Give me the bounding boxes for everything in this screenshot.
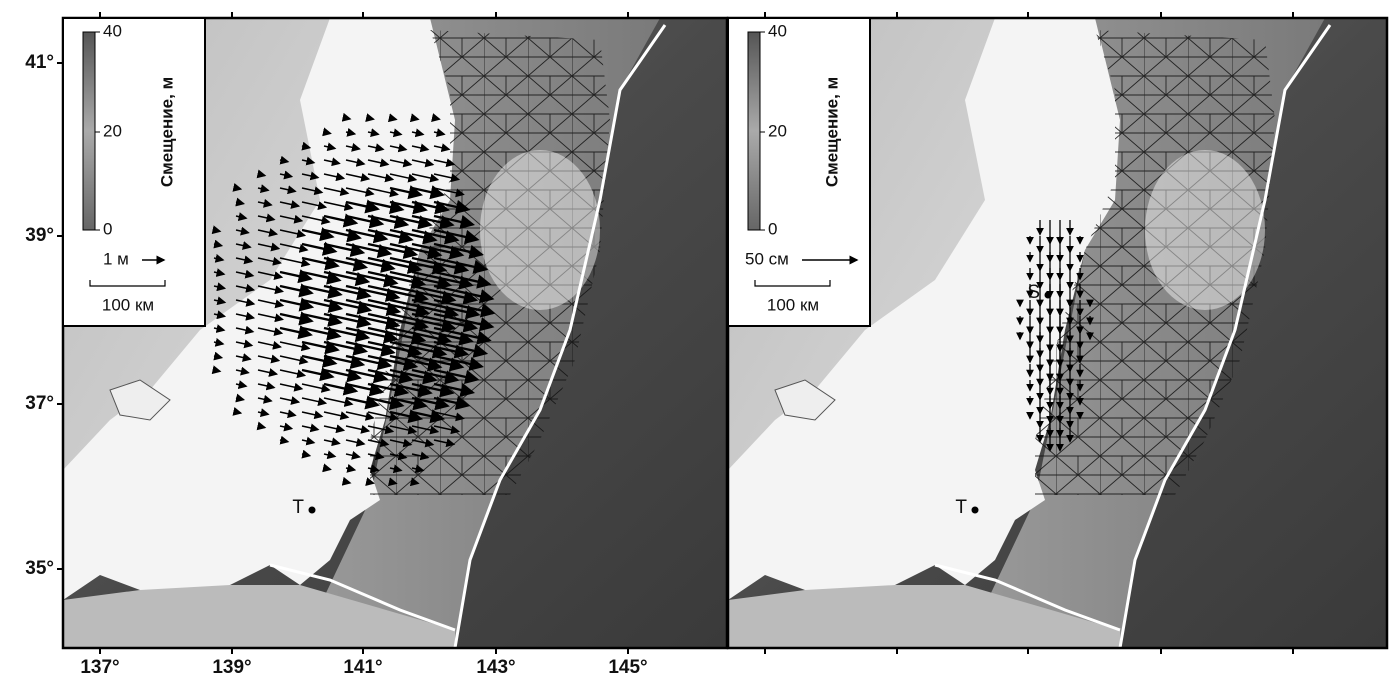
- vector-arrow: [346, 482, 350, 483]
- colorbar-tick-label: 40: [103, 21, 122, 40]
- slip-patch: [480, 150, 600, 310]
- colorbar-tick-label: 0: [768, 219, 777, 238]
- marker-label: T: [292, 497, 304, 518]
- colorbar-title: Смещение, м: [157, 77, 176, 187]
- marker-label: S: [1027, 282, 1040, 303]
- marker-dot: [972, 507, 979, 514]
- distance-scale-label: 100 км: [102, 295, 154, 314]
- lon-label: 143°: [476, 657, 515, 678]
- vector-arrow: [236, 188, 241, 189]
- slip-patch: [1145, 150, 1265, 310]
- lon-label: 137°: [80, 657, 119, 678]
- marker-dot: [309, 507, 316, 514]
- marker-label: T: [955, 497, 967, 518]
- page: {"map": { "lat_labels": ["41°", "39°", "…: [0, 0, 1389, 685]
- colorbar: [748, 32, 760, 230]
- lon-label: 139°: [212, 657, 251, 678]
- vector-arrow: [346, 118, 350, 119]
- colorbar-tick-label: 40: [768, 21, 787, 40]
- lat-label: 35°: [25, 558, 54, 579]
- map-figure: 40 20 0 Смещение, м 1 м 100 км T 40 20 0 Смещение,…: [0, 0, 1389, 685]
- lon-label: 141°: [343, 657, 382, 678]
- colorbar-tick-label: 20: [768, 121, 787, 140]
- colorbar: [83, 32, 95, 230]
- colorbar-title: Смещение, м: [822, 77, 841, 187]
- lat-label: 41°: [25, 52, 54, 73]
- distance-scale-label: 100 км: [767, 295, 819, 314]
- vector-arrow: [236, 412, 241, 413]
- lat-label: 37°: [25, 393, 54, 414]
- lon-label: 145°: [608, 657, 647, 678]
- marker-dot: [1045, 292, 1052, 299]
- lat-label: 39°: [25, 225, 54, 246]
- vector-scale-label: 50 см: [745, 249, 789, 268]
- colorbar-tick-label: 0: [103, 219, 112, 238]
- colorbar-tick-label: 20: [103, 121, 122, 140]
- vector-scale-label: 1 м: [103, 249, 129, 268]
